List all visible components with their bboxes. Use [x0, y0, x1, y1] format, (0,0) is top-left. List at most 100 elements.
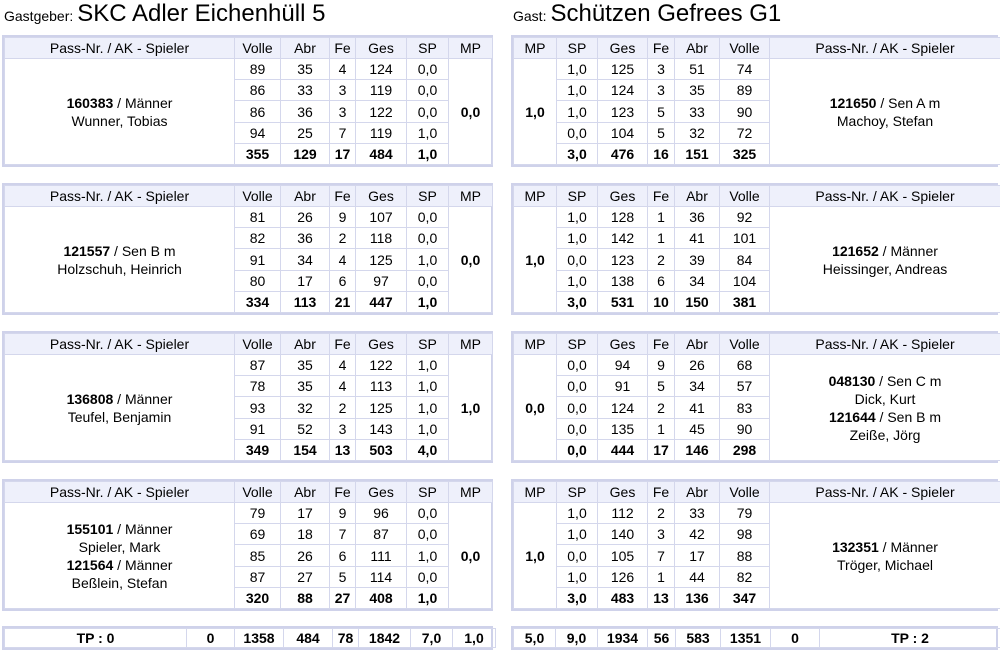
- lane-ges: 114: [355, 565, 407, 588]
- lane-volle: 101: [719, 227, 770, 250]
- lane-abr: 44: [674, 565, 720, 588]
- lane-sp: 0,0: [406, 502, 449, 525]
- lane-abr: 41: [674, 396, 720, 419]
- lane-fe: 4: [329, 354, 356, 377]
- player-age-class: / Männer: [113, 94, 173, 111]
- lane-abr: 17: [674, 544, 720, 567]
- lane-fe: 3: [647, 523, 675, 546]
- lane-row: 0,0 91 5 34 57: [514, 375, 1000, 398]
- home-match-table: Pass-Nr. / AK - Spieler Volle Abr Fe Ges SP MP…: [4, 184, 493, 314]
- lane-row: 0,0 123 2 39 84: [514, 248, 1000, 271]
- lane-volle: 91: [234, 417, 281, 440]
- lane-volle: 79: [719, 502, 770, 525]
- guest-match-table: MP SP Ges Fe Abr Volle Pass-Nr. / AK - Spieler…: [513, 36, 1000, 166]
- guest-header: Gast: Schützen Gefrees G1: [513, 0, 781, 34]
- lane-sp: 0,0: [406, 269, 449, 292]
- lane-row: 87 27 5 114 0,0: [5, 565, 493, 588]
- total-abr: 146: [674, 438, 720, 462]
- total-sp: 1,0: [406, 142, 449, 166]
- lane-sp: 1,0: [556, 523, 598, 546]
- lane-ges: 112: [597, 502, 648, 525]
- lane-volle: 57: [719, 375, 770, 398]
- header-row: MP SP Ges Fe Abr Volle Pass-Nr. / AK - Spieler: [513, 184, 1000, 208]
- column-header-abr: Abr: [280, 480, 330, 504]
- lane-ges: 87: [355, 523, 407, 546]
- total-abr: 129: [280, 142, 330, 166]
- home-match-table: Pass-Nr. / AK - Spieler Volle Abr Fe Ges SP MP…: [4, 36, 493, 166]
- total-fe: 13: [647, 586, 675, 610]
- lane-sp: 1,0: [406, 248, 449, 271]
- column-header-ges: Ges: [597, 480, 648, 504]
- player-pass-line: 136808 / Männer: [6, 390, 234, 408]
- lane-sp: 0,0: [406, 79, 449, 102]
- home-match-points: 0,0: [448, 206, 493, 313]
- lane-abr: 34: [674, 375, 720, 398]
- total-sp: 1,0: [406, 290, 449, 314]
- lane-volle: 104: [719, 269, 770, 292]
- lane-fe: 6: [329, 544, 356, 567]
- lane-fe: 5: [329, 565, 356, 588]
- player-pass-line: 160383 / Männer: [6, 94, 234, 112]
- column-header-fe: Fe: [647, 36, 675, 60]
- guest-total-ges: 1934: [597, 628, 648, 648]
- column-header-volle: Volle: [719, 36, 770, 60]
- lane-abr: 27: [280, 565, 330, 588]
- column-header-volle: Volle: [719, 184, 770, 208]
- lane-fe: 1: [647, 227, 675, 250]
- player-pass-line: 121564 / Männer: [6, 556, 234, 574]
- player-age-class: / Männer: [113, 520, 173, 537]
- lane-abr: 32: [674, 121, 720, 144]
- player-pass-number: 048130: [828, 372, 876, 389]
- column-header-player: Pass-Nr. / AK - Spieler: [4, 184, 235, 208]
- lane-ges: 123: [597, 248, 648, 271]
- lane-ges: 94: [597, 354, 648, 377]
- player-name: Zeiße, Jörg: [849, 426, 921, 443]
- player-name: Heissinger, Andreas: [822, 260, 948, 277]
- lane-row: 1,0 1,0 112 2 33 79 132351 / Männer Tröger, Mic…: [513, 502, 1000, 609]
- lane-abr: 35: [280, 354, 330, 377]
- lane-abr: 34: [674, 269, 720, 292]
- lane-abr: 45: [674, 417, 720, 440]
- lane-ges: 96: [355, 502, 407, 525]
- column-header-mp: MP: [448, 332, 493, 356]
- column-header-volle: Volle: [234, 184, 281, 208]
- lane-volle: 74: [719, 58, 770, 81]
- column-header-ges: Ges: [597, 332, 648, 356]
- total-row: 3,0 476 16 151 325: [514, 142, 1000, 166]
- guest-team-name: Schützen Gefrees G1: [550, 0, 782, 27]
- lane-volle: 81: [234, 206, 281, 229]
- column-header-player: Pass-Nr. / AK - Spieler: [4, 480, 235, 504]
- player-age-class: / Männer: [113, 556, 173, 573]
- player-age-class: / Sen C m: [875, 372, 942, 389]
- lane-fe: 7: [329, 121, 356, 144]
- total-ges: 503: [355, 438, 407, 462]
- player-pass-number: 121652: [832, 242, 879, 259]
- total-volle: 355: [234, 142, 281, 166]
- column-header-mp: MP: [513, 480, 557, 504]
- column-header-fe: Fe: [329, 332, 356, 356]
- column-header-volle: Volle: [719, 332, 770, 356]
- home-total-sp-count: 0: [186, 628, 235, 648]
- player-pass-number: 132351: [832, 538, 879, 555]
- lane-fe: 2: [329, 396, 356, 419]
- column-header-sp: SP: [406, 480, 449, 504]
- column-header-volle: Volle: [234, 332, 281, 356]
- home-total-sp: 7,0: [410, 628, 453, 648]
- lane-ges: 119: [355, 79, 407, 102]
- total-sp: 3,0: [556, 586, 598, 610]
- lane-row: 1,0 142 1 41 101: [514, 227, 1000, 250]
- column-header-fe: Fe: [647, 332, 675, 356]
- guest-total-volle: 1351: [720, 628, 771, 648]
- lane-abr: 17: [280, 502, 330, 525]
- total-row: 320 88 27 408 1,0: [5, 586, 493, 610]
- player-age-class: / Männer: [878, 538, 938, 555]
- total-abr: 113: [280, 290, 330, 314]
- player-pass-number: 121564: [66, 556, 114, 573]
- lane-row: 155101 / Männer Spieler, Mark 121564 / Män…: [4, 502, 493, 609]
- lane-ges: 125: [355, 248, 407, 271]
- lane-volle: 88: [719, 544, 770, 567]
- lane-sp: 0,0: [556, 544, 598, 567]
- player-pass-line: 121644 / Sen B m: [771, 408, 1000, 426]
- column-header-player: Pass-Nr. / AK - Spieler: [769, 184, 1000, 208]
- lane-sp: 0,0: [556, 354, 598, 377]
